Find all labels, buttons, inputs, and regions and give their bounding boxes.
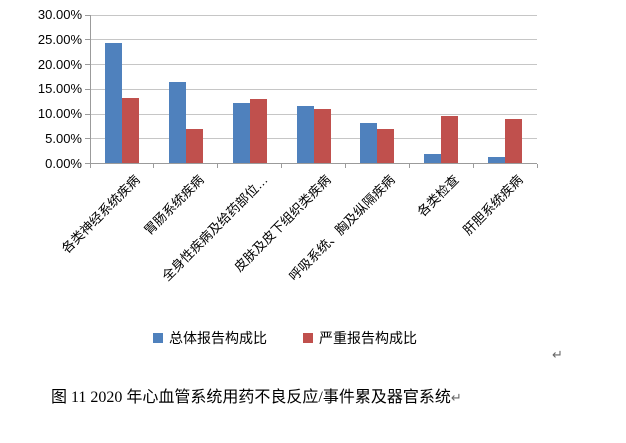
bar: [249, 99, 267, 164]
gridline: [90, 88, 537, 90]
x-axis-tick: [344, 163, 346, 168]
x-axis-category-label: 肝胆系统疾病: [460, 171, 526, 238]
bar: [104, 42, 122, 164]
y-axis-tick-label: 5.00%: [45, 130, 82, 146]
y-axis-tick-label: 20.00%: [37, 56, 82, 72]
legend-item-total: 总体报告构成比: [153, 328, 267, 348]
y-axis-tick-label: 10.00%: [37, 106, 82, 121]
bar: [168, 81, 186, 164]
legend-label: 严重报告构成比: [319, 330, 417, 346]
gridline: [90, 14, 537, 16]
bar: [424, 153, 442, 164]
gridline: [90, 39, 537, 41]
x-axis-tick: [408, 163, 410, 168]
x-axis-category-label: 各类检查: [414, 171, 462, 220]
bar: [505, 119, 523, 164]
chart-legend: 总体报告构成比 严重报告构成比: [0, 328, 570, 348]
y-axis-tick-label: 0.00%: [45, 155, 82, 171]
x-axis-tick: [89, 163, 91, 168]
bar: [441, 115, 459, 164]
legend-swatch-red-icon: [303, 333, 313, 343]
bar: [360, 122, 378, 164]
bar: [488, 156, 506, 164]
caption-return-icon: ↵: [450, 391, 462, 406]
y-axis-tick: [85, 88, 90, 90]
x-axis-tick: [536, 163, 538, 168]
bar: [313, 109, 331, 164]
bar: [121, 97, 139, 164]
y-axis-tick: [85, 14, 90, 16]
y-axis-tick: [85, 64, 90, 65]
y-axis-tick: [85, 113, 90, 115]
legend-swatch-blue-icon: [153, 333, 163, 343]
y-axis-tick-label: 25.00%: [37, 31, 82, 47]
bar: [296, 106, 314, 164]
x-axis-category-label: 全身性疾病及给药部位…: [158, 171, 271, 284]
paragraph-return-icon: ↵: [552, 348, 563, 363]
bar: [232, 103, 250, 164]
bar: [185, 128, 203, 164]
y-axis-line: [90, 15, 91, 168]
x-axis-tick: [472, 163, 474, 168]
y-axis-tick-label: 30.00%: [37, 7, 82, 22]
x-axis-category-label: 胃肠系统疾病: [140, 171, 207, 238]
x-axis-tick: [153, 163, 155, 168]
gridline: [90, 64, 537, 65]
y-axis-tick-label: 15.00%: [37, 81, 82, 97]
y-axis-tick: [85, 39, 90, 41]
x-axis-line: [85, 163, 537, 164]
bar: [377, 128, 395, 164]
x-axis-category-label: 各类神经系统疾病: [58, 171, 143, 256]
figure-caption: 图 11 2020 年心血管系统用药不良反应/事件累及器官系统↵: [51, 383, 462, 407]
legend-item-serious: 严重报告构成比: [303, 328, 417, 348]
caption-text: 图 11 2020 年心血管系统用药不良反应/事件累及器官系统: [51, 389, 451, 406]
x-axis-tick: [281, 163, 283, 168]
x-axis-tick: [217, 163, 219, 168]
legend-label: 总体报告构成比: [169, 330, 267, 346]
x-axis-category-label: 呼吸系统、胸及纵隔疾病: [286, 171, 399, 284]
y-axis-tick: [85, 138, 90, 140]
